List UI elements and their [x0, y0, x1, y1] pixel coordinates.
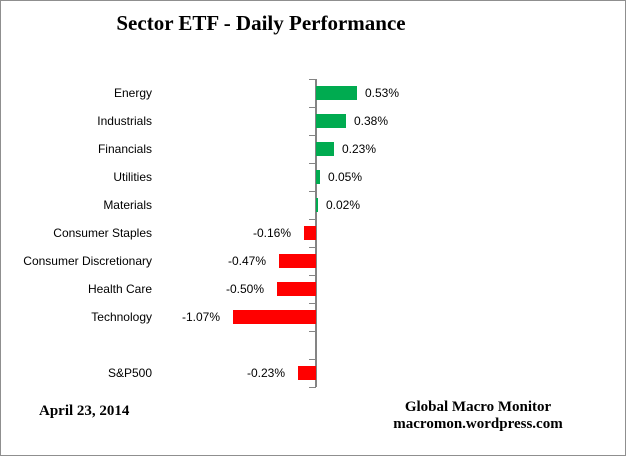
category-label-health-care: Health Care [87, 282, 152, 296]
bar-chart: Energy 0.53% Industrials 0.38% Financials 0.2… [1, 79, 625, 391]
category-label-industrials: Industrials [97, 114, 152, 128]
value-label-utilities: 0.05% [328, 170, 363, 184]
value-label-consumer-discretionary: -0.47% [227, 254, 266, 268]
axis-tick [309, 275, 316, 276]
date-label: April 23, 2014 [39, 403, 130, 419]
value-label-health-care: -0.50% [225, 282, 264, 296]
chart-title: Sector ETF - Daily Performance [116, 11, 406, 35]
axis-tick [309, 79, 316, 80]
category-label-energy: Energy [113, 86, 152, 100]
bar-materials [316, 198, 318, 212]
category-label-s-p500: S&P500 [107, 366, 152, 380]
axis-tick [309, 247, 316, 248]
value-label-energy: 0.53% [365, 86, 400, 100]
axis-tick [309, 331, 316, 332]
bar-health-care [277, 282, 316, 296]
bar-industrials [316, 114, 346, 128]
axis-tick [309, 163, 316, 164]
bar-consumer-discretionary [279, 254, 316, 268]
value-label-technology: -1.07% [181, 310, 220, 324]
category-label-utilities: Utilities [113, 170, 152, 184]
attribution: Global Macro Monitor macromon.wordpress.… [358, 399, 598, 433]
axis-tick [309, 303, 316, 304]
category-label-consumer-staples: Consumer Staples [53, 226, 152, 240]
bar-utilities [316, 170, 320, 184]
attribution-line1: Global Macro Monitor [404, 399, 552, 415]
value-label-industrials: 0.38% [354, 114, 389, 128]
axis-tick [309, 191, 316, 192]
axis-tick [309, 387, 316, 388]
bar-consumer-staples [304, 226, 316, 240]
bar-financials [316, 142, 334, 156]
bar-technology [233, 310, 316, 324]
value-label-materials: 0.02% [326, 198, 361, 212]
bar-s-p500 [298, 366, 316, 380]
axis-tick [309, 135, 316, 136]
category-label-consumer-discretionary: Consumer Discretionary [23, 254, 152, 268]
bar-energy [316, 86, 357, 100]
category-label-technology: Technology [91, 310, 152, 324]
axis-tick [309, 219, 316, 220]
axis-tick [309, 359, 316, 360]
category-label-materials: Materials [103, 198, 152, 212]
category-axis-line [315, 79, 317, 387]
attribution-line2: macromon.wordpress.com [393, 416, 563, 432]
value-label-financials: 0.23% [342, 142, 377, 156]
value-label-consumer-staples: -0.16% [252, 226, 291, 240]
category-label-financials: Financials [97, 142, 152, 156]
axis-tick [309, 107, 316, 108]
value-label-s-p500: -0.23% [246, 366, 285, 380]
